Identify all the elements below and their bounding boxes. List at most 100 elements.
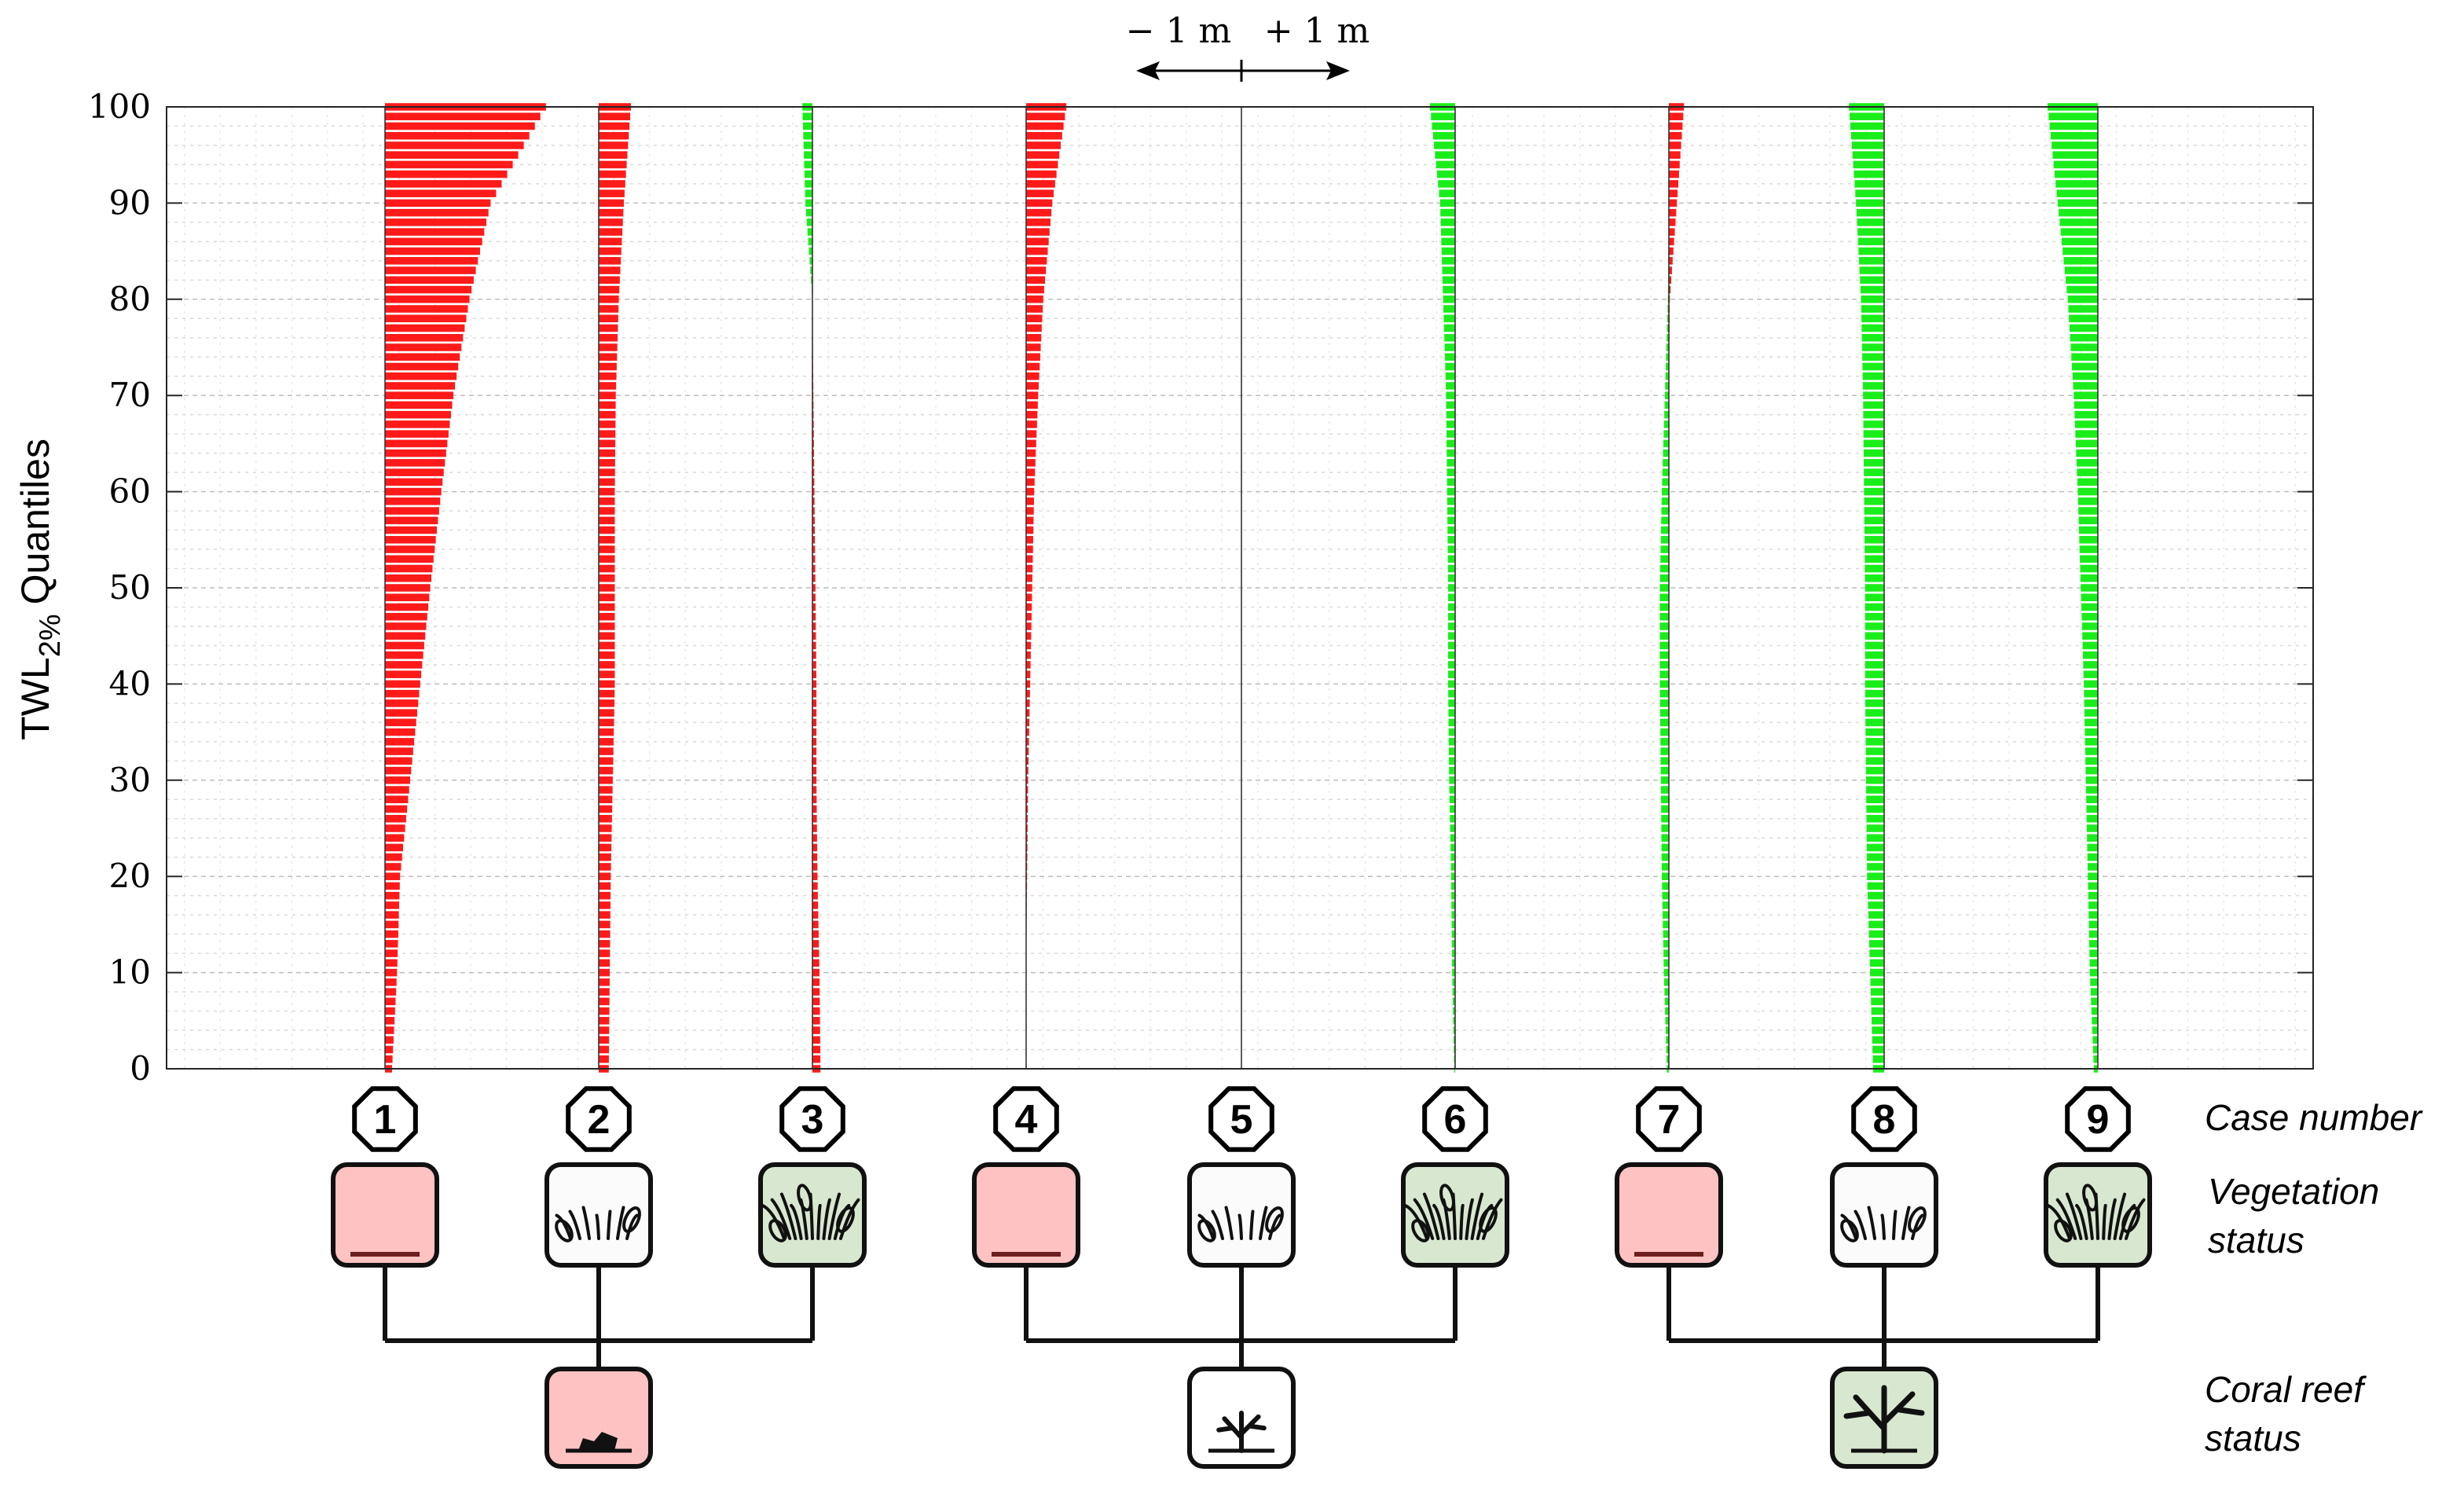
quantile-bar-case-4 — [1026, 834, 1028, 842]
quantile-bar-case-2 — [599, 362, 617, 371]
quantile-bar-case-3 — [812, 478, 815, 486]
quantile-bar-case-1 — [385, 747, 413, 755]
quantile-bar-case-4 — [1026, 507, 1034, 515]
quantile-bar-case-8 — [1851, 141, 1884, 149]
grass-blade — [2055, 1198, 2077, 1240]
quantile-bar-case-3 — [806, 218, 812, 226]
quantile-bar-case-9 — [2088, 930, 2098, 938]
quantile-bar-case-3 — [812, 795, 817, 804]
quantile-bar-case-9 — [2081, 603, 2098, 611]
vegetation-box-5 — [1187, 1162, 1296, 1268]
quantile-bar-case-1 — [385, 1007, 395, 1015]
quantile-bar-case-6 — [1432, 122, 1455, 130]
quantile-bar-case-9 — [2087, 863, 2098, 871]
quantile-bar-case-2 — [599, 689, 615, 698]
quantile-bar-case-9 — [2092, 1036, 2098, 1044]
quantile-bar-case-8 — [1864, 574, 1884, 582]
grass-blade — [790, 1204, 803, 1240]
y-tick-label: 60 — [109, 472, 151, 511]
vegetation-box-4 — [972, 1162, 1080, 1268]
quantile-bar-case-8 — [1862, 372, 1884, 380]
quantile-bar-case-8 — [1865, 766, 1884, 775]
quantile-bar-case-2 — [599, 930, 610, 938]
quantile-bar-case-2 — [599, 459, 615, 467]
quantile-bar-case-9 — [2088, 872, 2098, 880]
quantile-bar-case-8 — [1870, 988, 1884, 996]
quantile-bar-case-3 — [808, 237, 812, 246]
quantile-bar-case-9 — [2079, 536, 2098, 544]
quantile-bar-case-8 — [1868, 930, 1884, 938]
quantile-bar-case-7 — [1669, 266, 1672, 274]
quantile-bar-case-8 — [1868, 920, 1884, 929]
quantile-bar-case-8 — [1859, 257, 1884, 265]
quantile-bar-case-4 — [1026, 555, 1033, 563]
quantile-bar-case-6 — [1446, 487, 1455, 496]
quantile-bar-case-3 — [812, 747, 817, 755]
quantile-bar-case-7 — [1669, 170, 1679, 178]
quantile-bar-case-3 — [812, 439, 814, 448]
quantile-bar-case-6 — [1438, 180, 1455, 188]
quantile-bar-case-1 — [385, 959, 398, 967]
coral-box-degraded — [544, 1367, 653, 1469]
quantile-bar-case-2 — [599, 199, 624, 207]
quantile-bar-case-2 — [599, 526, 615, 534]
quantile-bar-case-8 — [1864, 612, 1884, 621]
quantile-bar-case-9 — [2066, 285, 2098, 294]
quantile-bar-case-8 — [1864, 497, 1884, 505]
grass-blade — [1470, 1192, 1484, 1240]
quantile-bar-case-7 — [1659, 670, 1669, 678]
quantile-bar-case-7 — [1663, 920, 1669, 929]
quantile-bar-case-4 — [1026, 199, 1053, 207]
quantile-bar-case-9 — [2087, 843, 2098, 852]
quantile-bar-case-7 — [1665, 372, 1669, 380]
vegetation-box-frame — [544, 1162, 653, 1268]
quantile-bar-case-1 — [385, 372, 457, 380]
quantile-bar-case-7 — [1659, 641, 1669, 650]
quantile-bar-case-8 — [1866, 795, 1884, 804]
quantile-bar-case-1 — [385, 526, 438, 534]
quantile-bar-case-7 — [1662, 468, 1669, 476]
y-tick-label: 70 — [109, 376, 151, 414]
quantile-bar-case-3 — [812, 863, 818, 871]
quantile-bar-case-7 — [1669, 218, 1676, 226]
quantile-bar-case-1 — [385, 247, 480, 255]
quantile-bar-case-6 — [1443, 285, 1455, 294]
coral-reef-status-label: Coral reef status — [2205, 1369, 2374, 1459]
vegetation-box-3 — [758, 1162, 867, 1268]
quantile-bar-case-6 — [1445, 372, 1455, 380]
quantile-bar-case-1 — [385, 651, 424, 659]
quantile-bar-case-8 — [1854, 180, 1884, 188]
quantile-bar-case-8 — [1856, 199, 1884, 207]
quantile-bar-case-2 — [599, 632, 615, 640]
quantile-bar-case-2 — [599, 170, 626, 178]
quantile-bar-case-9 — [2084, 709, 2098, 717]
quantile-bar-case-1 — [385, 439, 448, 448]
quantile-bar-case-7 — [1669, 141, 1681, 149]
quantile-bar-case-2 — [599, 555, 615, 563]
quantile-bar-case-2 — [599, 536, 615, 544]
quantile-bar-case-3 — [812, 420, 814, 428]
quantile-bar-case-7 — [1666, 1055, 1669, 1063]
grass-blade — [595, 1213, 600, 1240]
scale-left-label: − 1 m — [1126, 11, 1232, 51]
quantile-bar-case-3 — [812, 776, 817, 784]
quantile-bar-case-2 — [599, 180, 625, 188]
grass-blade — [1422, 1192, 1440, 1240]
quantile-bar-case-9 — [2088, 920, 2098, 929]
quantile-bar-case-1 — [385, 738, 415, 746]
quantile-bar-case-2 — [599, 795, 613, 804]
quantile-bar-case-9 — [2070, 333, 2098, 342]
quantile-bar-case-9 — [2082, 632, 2098, 640]
quantile-bar-case-3 — [812, 574, 816, 582]
quantile-bar-case-8 — [1863, 391, 1884, 399]
y-label-subscript: 2% — [34, 614, 67, 657]
quantile-bar-case-1 — [385, 430, 449, 438]
quantile-bar-case-1 — [385, 151, 519, 159]
quantile-bar-case-8 — [1872, 1036, 1884, 1044]
quantile-bar-case-2 — [599, 112, 631, 121]
quantile-bar-case-2 — [599, 276, 620, 284]
grass-blade — [2046, 1204, 2071, 1240]
quantile-bar-case-9 — [2053, 160, 2098, 169]
grass-blade — [1482, 1198, 1503, 1240]
quantile-bar-case-4 — [1026, 622, 1032, 630]
